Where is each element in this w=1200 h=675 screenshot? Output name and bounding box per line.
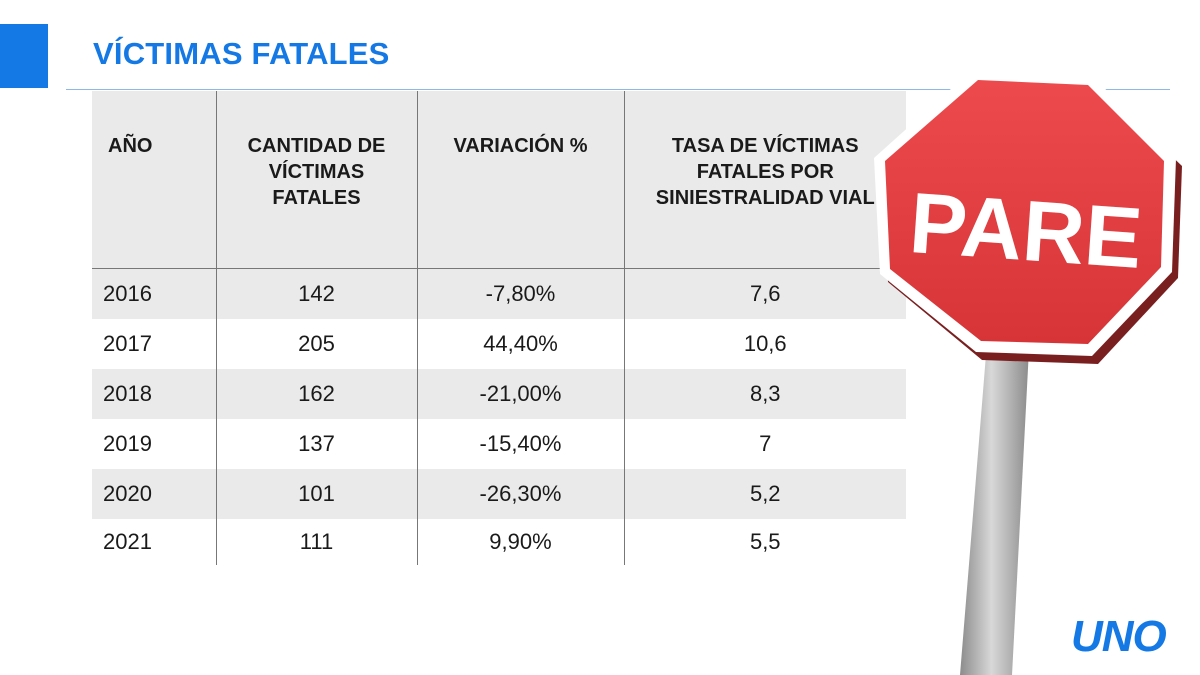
table-row: 2020 101 -26,30% 5,2	[92, 469, 906, 519]
stop-sign-illustration: PARE	[860, 60, 1200, 675]
accent-block	[0, 24, 48, 88]
sign-text: PARE	[907, 175, 1146, 287]
cell-year: 2019	[103, 431, 152, 456]
table-row: 2019 137 -15,40% 7	[92, 419, 906, 469]
column-header-variation: VARIACIÓN %	[416, 91, 624, 269]
cell-variation: -15,40%	[416, 419, 624, 469]
table-row: 2021 111 9,90% 5,5	[92, 519, 906, 565]
cell-count: 205	[215, 319, 417, 369]
cell-rate: 7,6	[623, 268, 906, 319]
data-table: AÑO CANTIDAD DE VÍCTIMAS FATALES VARIACI…	[92, 91, 906, 565]
cell-rate: 8,3	[623, 369, 906, 419]
column-header-count: CANTIDAD DE VÍCTIMAS FATALES	[215, 91, 417, 269]
table-row: 2018 162 -21,00% 8,3	[92, 369, 906, 419]
cell-year: 2020	[92, 469, 216, 519]
table-row: 2016 142 -7,80% 7,6	[92, 268, 906, 319]
sign-pole	[960, 330, 1030, 675]
cell-rate: 10,6	[623, 319, 906, 369]
cell-count: 142	[215, 268, 417, 319]
sign-face	[885, 80, 1164, 344]
table-row: 2017 205 44,40% 10,6	[92, 319, 906, 369]
cell-variation: 9,90%	[416, 519, 624, 565]
cell-year: 2021	[103, 529, 152, 554]
cell-variation: -7,80%	[416, 268, 624, 319]
header-row: AÑO CANTIDAD DE VÍCTIMAS FATALES VARIACI…	[92, 91, 906, 269]
cell-count: 162	[215, 369, 417, 419]
cell-rate: 5,2	[623, 469, 906, 519]
cell-year: 2016	[92, 268, 216, 319]
cell-year: 2017	[103, 331, 152, 356]
page-title: VÍCTIMAS FATALES	[93, 36, 390, 71]
cell-count: 101	[215, 469, 417, 519]
cell-variation: 44,40%	[416, 319, 624, 369]
uno-logo: UNO	[1071, 612, 1167, 661]
cell-count: 111	[215, 519, 417, 565]
cell-rate: 5,5	[623, 519, 906, 565]
cell-rate: 7	[623, 419, 906, 469]
column-header-year: AÑO	[92, 91, 216, 269]
cell-count: 137	[215, 419, 417, 469]
title-divider	[66, 89, 1170, 90]
cell-variation: -26,30%	[416, 469, 624, 519]
cell-variation: -21,00%	[416, 369, 624, 419]
cell-year: 2018	[92, 369, 216, 419]
column-header-rate: TASA DE VÍCTIMAS FATALES POR SINIESTRALI…	[623, 91, 906, 269]
